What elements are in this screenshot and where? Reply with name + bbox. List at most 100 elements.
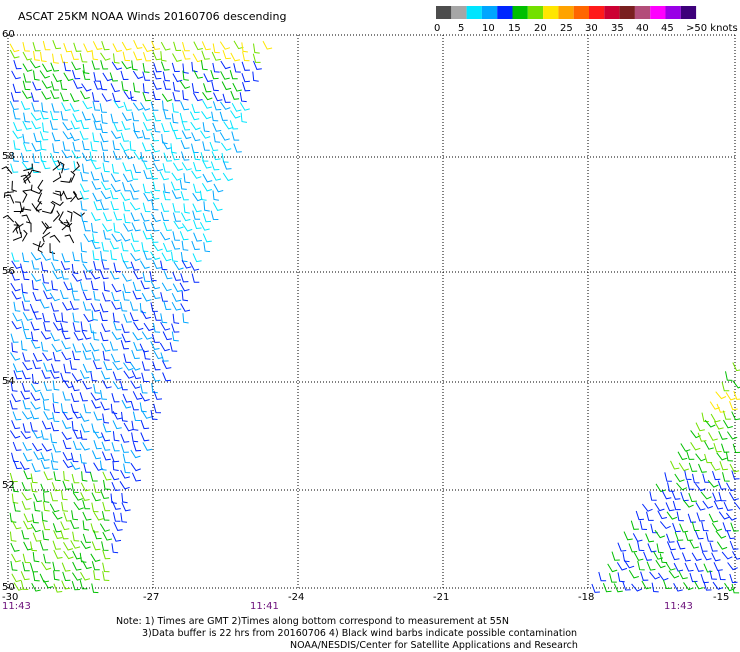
wind-barb (23, 42, 30, 51)
wind-barb (730, 574, 738, 583)
wind-barb (111, 174, 120, 182)
wind-barb (658, 573, 668, 580)
wind-barb (193, 204, 202, 212)
wind-barb (83, 351, 91, 360)
wind-barb (44, 363, 52, 371)
wind-barb (122, 334, 130, 342)
wind-barb (70, 360, 77, 369)
wind-barb (63, 191, 72, 199)
wind-barb (214, 133, 221, 142)
wind-barb (124, 371, 134, 378)
wind-barb (234, 144, 242, 153)
wind-barb (194, 162, 202, 171)
wind-barb (26, 222, 31, 232)
wind-barb (164, 270, 172, 278)
wind-barb (94, 440, 102, 449)
legend-color-boxes (436, 6, 696, 19)
wind-barb (173, 213, 181, 222)
wind-barb (22, 501, 30, 509)
wind-barb (94, 570, 100, 579)
wind-barb (123, 454, 130, 463)
wind-barb (161, 212, 169, 221)
wind-barb (665, 472, 672, 481)
wind-barb (72, 483, 79, 492)
wind-barb (704, 564, 713, 572)
wind-barb (221, 71, 230, 79)
wind-barb (112, 501, 121, 509)
wind-barb (63, 481, 71, 490)
wind-barb (650, 572, 660, 579)
wind-barb (142, 293, 151, 301)
wind-barb (240, 92, 247, 101)
wind-barb (202, 111, 212, 118)
wind-barb (112, 482, 120, 490)
wind-barb (183, 90, 189, 100)
wind-barb (50, 120, 57, 129)
wind-barb (173, 314, 179, 324)
wind-barb (164, 110, 171, 119)
wind-barb (12, 494, 18, 504)
wind-barb (132, 60, 138, 70)
wind-barb (192, 171, 202, 179)
note-line-3: NOAA/NESDIS/Center for Satellite Applica… (290, 640, 578, 652)
wind-barb (242, 62, 250, 71)
wind-barb (161, 261, 168, 270)
wind-barb (142, 143, 150, 151)
wind-barb (131, 463, 141, 470)
wind-barb (61, 54, 68, 63)
wind-barb (100, 312, 108, 321)
wind-barb (22, 321, 29, 330)
map-title: ASCAT 25KM NOAA Winds 20160706 descendin… (18, 10, 286, 23)
wind-barb (23, 164, 32, 171)
wind-barb (110, 472, 119, 480)
wind-barb (23, 121, 32, 129)
wind-barb (32, 463, 41, 471)
wind-barb (60, 162, 64, 173)
wind-barb (172, 332, 179, 341)
wind-barb (71, 171, 75, 182)
wind-barb (713, 582, 723, 589)
wind-barb (60, 93, 68, 101)
wind-barb (62, 313, 68, 323)
wind-barb (93, 233, 100, 242)
wind-barb (221, 102, 231, 109)
wind-barb (10, 44, 19, 52)
wind-barb (173, 203, 180, 212)
wind-barb (151, 144, 160, 152)
wind-barb (92, 493, 101, 501)
wind-barb (685, 471, 692, 480)
wind-barb (81, 213, 88, 222)
wind-barb (103, 414, 109, 423)
wind-barb (617, 562, 627, 570)
wind-barb (113, 372, 121, 380)
wind-barb (81, 321, 87, 331)
wind-barb (33, 243, 44, 247)
wind-barb (31, 524, 40, 532)
wind-barb (202, 41, 211, 49)
lon-label-minus18: -18 (578, 592, 594, 603)
wind-barb (727, 432, 737, 439)
wind-barb (52, 482, 60, 490)
wind-barb (733, 551, 740, 559)
wind-barb (121, 193, 130, 201)
wind-barb (13, 110, 20, 119)
wind-barb (623, 552, 630, 561)
wind-barb (11, 164, 19, 173)
wind-barb (41, 52, 47, 62)
wind-barb (10, 101, 18, 109)
wind-barb (687, 451, 695, 460)
wind-barb (132, 223, 141, 231)
wind-barb (67, 211, 72, 222)
wind-barb (13, 412, 21, 420)
wind-barb (182, 224, 192, 232)
wind-barb (112, 442, 120, 451)
wind-barb (31, 542, 38, 551)
wind-barb (192, 62, 198, 72)
wind-barb (717, 453, 727, 460)
wind-barb (143, 203, 150, 212)
wind-barb (143, 72, 150, 81)
wind-barb (70, 103, 79, 111)
wind-barb (214, 93, 223, 101)
wind-barb (32, 143, 41, 151)
wind-barb (212, 151, 221, 159)
